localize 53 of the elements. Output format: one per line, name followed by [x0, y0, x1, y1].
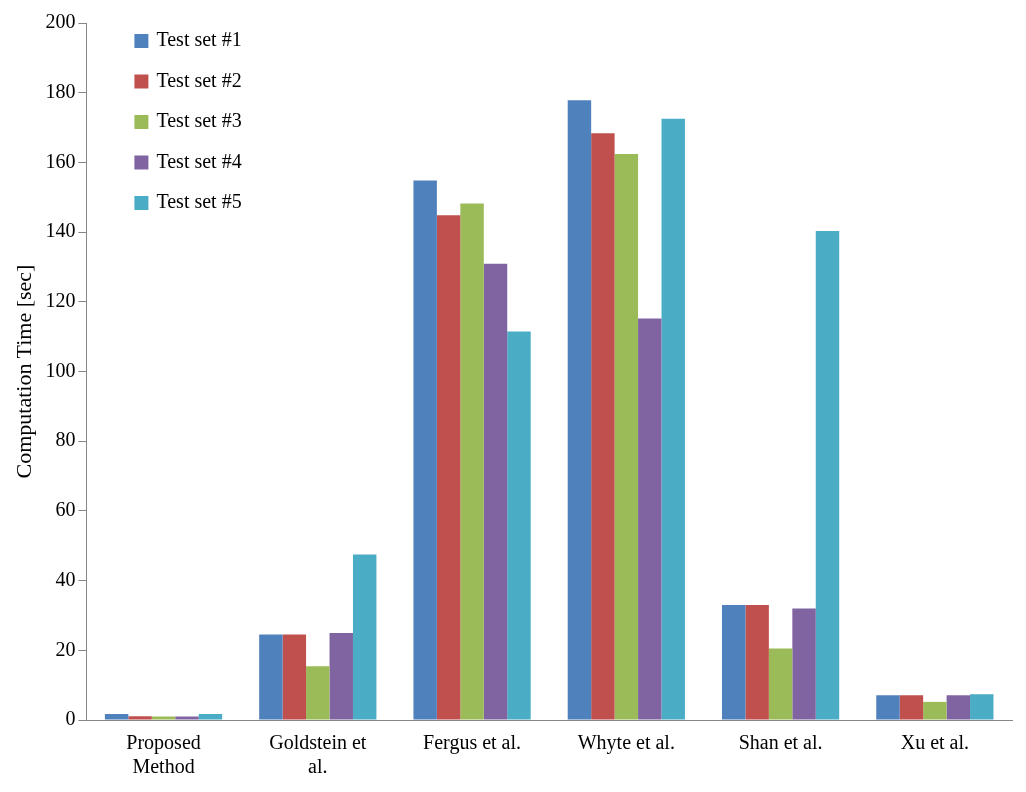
y-tick-label: 120	[45, 289, 76, 312]
y-tick-label: 140	[45, 219, 76, 242]
y-tick-label: 20	[55, 637, 76, 660]
y-tick-label: 160	[45, 149, 76, 172]
y-axis-title: Computation Time [sec]	[10, 264, 36, 479]
bar	[436, 215, 461, 720]
bar	[899, 695, 924, 720]
bar	[128, 716, 152, 720]
legend-label: Test set #2	[156, 68, 242, 91]
bar	[970, 694, 994, 720]
bar	[614, 154, 639, 720]
bar	[507, 331, 531, 720]
bar	[745, 605, 769, 720]
bar	[306, 666, 330, 720]
x-tick-label: Fergus et al.	[423, 731, 522, 755]
bar	[661, 118, 685, 720]
bar	[946, 695, 971, 720]
bar	[175, 716, 199, 720]
y-tick-label: 40	[55, 567, 76, 590]
bar	[721, 605, 746, 720]
x-tick-label: Shan et al.	[738, 731, 823, 754]
legend-label: Test set #3	[156, 109, 242, 132]
bar	[352, 554, 377, 720]
bar	[104, 714, 129, 720]
bar	[198, 714, 223, 720]
y-tick-label: 180	[45, 79, 76, 102]
bar	[815, 231, 840, 720]
y-tick-label: 0	[65, 707, 76, 730]
bar	[591, 133, 615, 720]
bar	[259, 634, 283, 720]
bar	[282, 634, 307, 720]
bar	[567, 100, 592, 720]
bar	[460, 203, 484, 720]
bar	[923, 701, 947, 720]
y-tick-label: 200	[45, 10, 76, 33]
legend-label: Test set #4	[156, 149, 242, 172]
y-tick-label: 80	[55, 428, 76, 451]
bar	[876, 695, 900, 720]
bar	[151, 716, 176, 720]
x-tick-label: Proposed Method	[126, 731, 201, 778]
y-tick-label: 100	[45, 358, 76, 381]
x-tick-label: Xu et al.	[900, 731, 970, 754]
x-tick-label: Goldstein et al.	[269, 731, 367, 778]
bar	[413, 180, 437, 720]
bar	[638, 318, 662, 720]
bar	[329, 632, 353, 720]
x-tick-label: Whyte et al.	[577, 731, 675, 755]
legend-label: Test set #5	[156, 190, 242, 213]
bar	[768, 648, 793, 720]
y-tick-label: 60	[55, 498, 76, 521]
legend-label: Test set #1	[156, 28, 242, 51]
bar	[792, 608, 816, 720]
bar	[483, 263, 508, 720]
